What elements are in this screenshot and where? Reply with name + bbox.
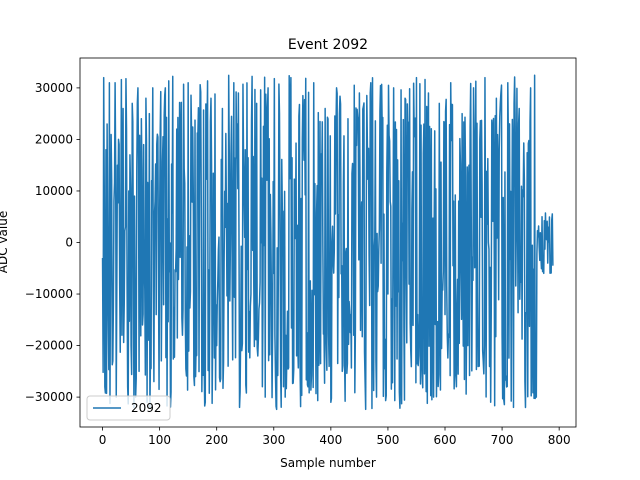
legend-label: 2092 [131,401,162,415]
y-tick-label: −30000 [25,390,73,404]
series-line-2092 [101,74,554,411]
x-tick-label: 200 [205,433,228,447]
y-tick-label: 30000 [35,81,73,95]
x-tick-label: 600 [434,433,457,447]
chart-title: Event 2092 [288,37,368,53]
y-tick-label: −20000 [25,339,73,353]
x-tick-label: 500 [376,433,399,447]
legend-box [86,395,171,421]
x-tick-label: 800 [548,433,571,447]
y-tick-label: −10000 [25,287,73,301]
x-tick-label: 300 [262,433,285,447]
x-tick-label: 0 [99,433,107,447]
x-tick-label: 700 [491,433,514,447]
x-axis-label: Sample number [280,456,376,470]
legend: 2092 [86,395,171,421]
y-tick-label: 20000 [35,132,73,146]
series-layer [101,74,554,411]
y-tick-label: 0 [65,236,73,250]
y-axis-label: ADC value [0,211,10,273]
x-axis: 0 100 200 300 400 500 600 700 800 [99,427,571,447]
y-axis: −30000 −20000 −10000 0 10000 20000 30000 [25,81,80,404]
y-tick-label: 10000 [35,184,73,198]
x-tick-label: 400 [319,433,342,447]
plot-area [101,74,554,411]
x-tick-label: 100 [148,433,171,447]
